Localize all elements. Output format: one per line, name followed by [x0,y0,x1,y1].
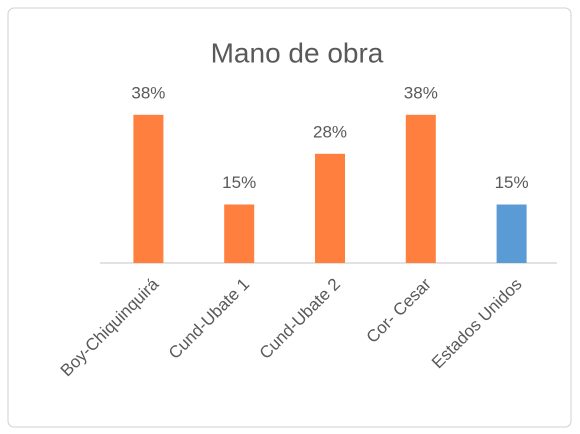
bar [405,114,436,263]
bar [496,204,527,263]
chart-title: Mano de obra [211,37,384,68]
bar [224,204,255,263]
value-label: 38% [404,83,438,102]
value-label: 15% [495,173,529,192]
value-label: 38% [131,83,165,102]
value-label: 28% [313,122,347,141]
bar [315,153,345,263]
value-label: 15% [222,173,256,192]
bar [133,114,164,263]
chart-frame [7,7,572,428]
